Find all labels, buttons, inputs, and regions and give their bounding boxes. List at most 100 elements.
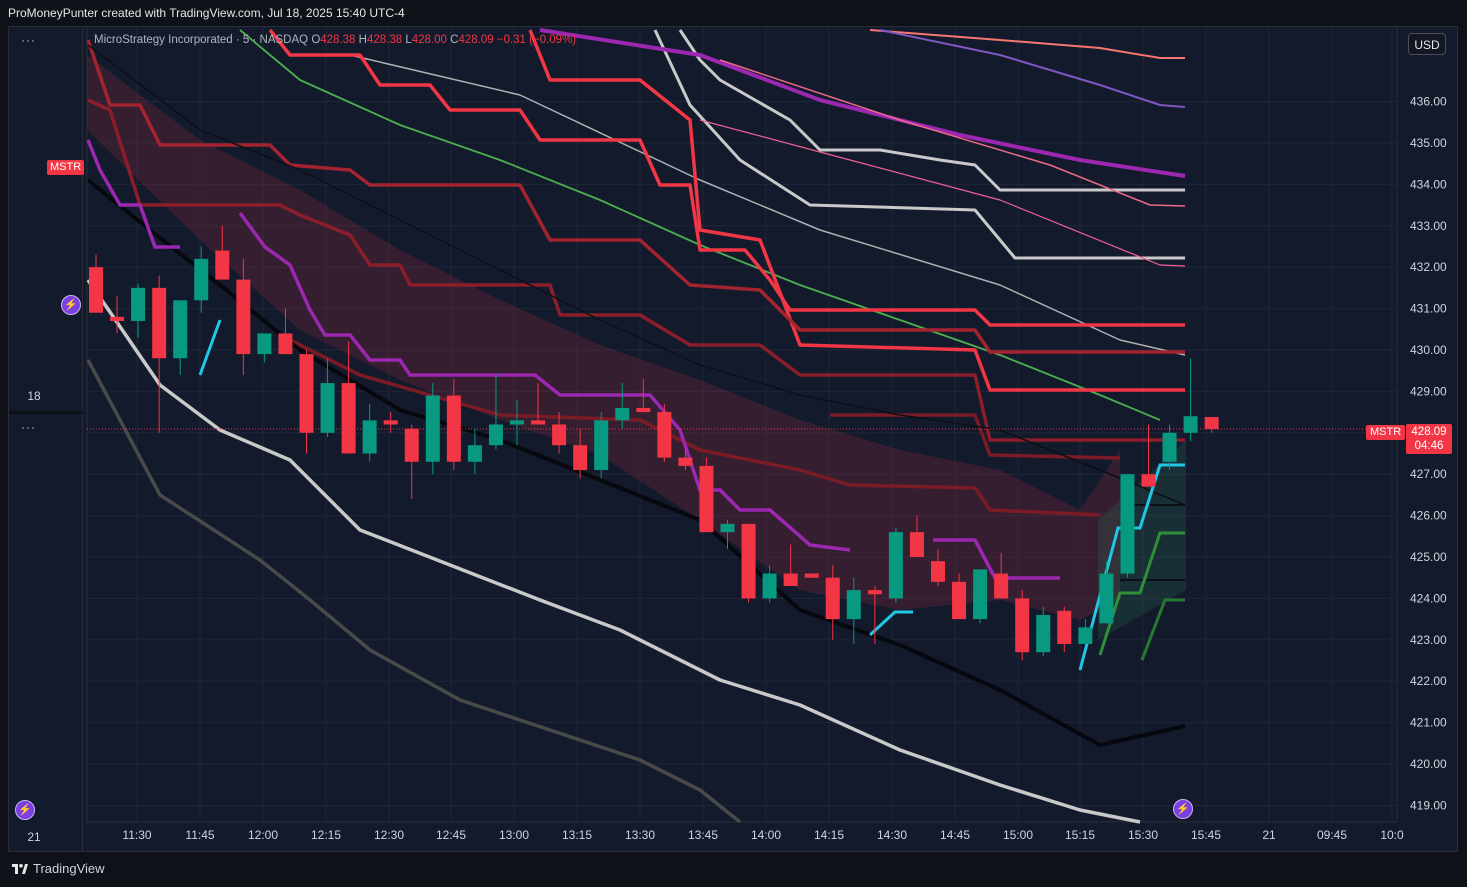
silver-band-mid bbox=[653, 29, 1185, 260]
lightning-icon[interactable]: ⚡ bbox=[1173, 799, 1193, 819]
lightning-icon[interactable]: ⚡ bbox=[61, 295, 81, 315]
candle-body bbox=[1204, 417, 1219, 430]
time-axis-label: 10:0 bbox=[1380, 828, 1404, 842]
silver-thin-line bbox=[349, 54, 1186, 356]
candle-body bbox=[1141, 474, 1156, 487]
price-axis-label: 432.00 bbox=[1410, 260, 1447, 274]
candle-body bbox=[804, 573, 819, 578]
side-panel-count: 18 bbox=[27, 389, 41, 403]
candle-body bbox=[1183, 416, 1198, 433]
candle-body bbox=[341, 383, 356, 454]
salmon-top-line bbox=[869, 29, 1185, 59]
candle-body bbox=[1015, 598, 1030, 653]
candle-body bbox=[362, 420, 377, 454]
purple-trail-line bbox=[86, 139, 180, 249]
candle-body bbox=[173, 300, 188, 359]
silver-band-lower bbox=[86, 279, 1141, 824]
price-axis-label: 430.00 bbox=[1410, 343, 1447, 357]
red-step-line-2 bbox=[528, 29, 1185, 392]
tradingview-logo[interactable]: TradingView bbox=[12, 861, 105, 876]
candle-body bbox=[1120, 474, 1135, 574]
price-axis-label: 422.00 bbox=[1410, 674, 1447, 688]
brand-name: TradingView bbox=[33, 861, 105, 876]
candle-body bbox=[278, 333, 293, 355]
last-price-tag: 428.09 04:46 bbox=[1406, 424, 1452, 454]
candle-body bbox=[699, 465, 714, 533]
panel-menu-icon[interactable]: ··· bbox=[21, 420, 36, 434]
cloud-band bbox=[87, 55, 1120, 620]
candle-body bbox=[320, 383, 335, 433]
candle-body bbox=[846, 590, 861, 620]
price-axis-label: 424.00 bbox=[1410, 591, 1447, 605]
time-axis-label: 12:15 bbox=[311, 828, 341, 842]
price-axis-label: 436.00 bbox=[1410, 95, 1447, 109]
time-axis-label: 21 bbox=[1262, 828, 1276, 842]
last-price-value: 428.09 bbox=[1411, 426, 1447, 438]
time-axis-label: 15:30 bbox=[1128, 828, 1158, 842]
dark-red-step-line-3 bbox=[279, 333, 1101, 517]
candle-body bbox=[867, 590, 882, 595]
bar-countdown: 04:46 bbox=[1414, 440, 1444, 452]
candle-body bbox=[952, 581, 967, 620]
time-axis-label: 13:45 bbox=[688, 828, 718, 842]
candle-body bbox=[425, 395, 440, 462]
dark-red-step-line-2 bbox=[87, 98, 1185, 442]
candle-body bbox=[741, 523, 756, 599]
time-axis-label: 14:45 bbox=[940, 828, 970, 842]
chart-frame bbox=[8, 26, 1458, 852]
candle-body bbox=[678, 457, 693, 466]
time-axis-label: 15:15 bbox=[1065, 828, 1095, 842]
candle-body bbox=[615, 407, 630, 421]
panel-menu-icon[interactable]: ··· bbox=[21, 33, 36, 47]
price-axis-label: 431.00 bbox=[1410, 302, 1447, 316]
black-line-upper bbox=[87, 44, 1186, 506]
candle-body bbox=[825, 577, 840, 620]
candle-body bbox=[1162, 432, 1177, 462]
time-axis-label: 12:00 bbox=[248, 828, 278, 842]
candle-body bbox=[131, 287, 146, 321]
symbol-description[interactable]: MicroStrategy Incorporated · 5 · NASDAQ bbox=[94, 34, 309, 46]
lightning-icon[interactable]: ⚡ bbox=[15, 800, 35, 820]
currency-button[interactable]: USD bbox=[1408, 33, 1446, 55]
candle-body bbox=[1078, 627, 1093, 644]
candle-body bbox=[994, 573, 1009, 599]
candle-body bbox=[446, 395, 461, 462]
time-axis-label: 14:00 bbox=[751, 828, 781, 842]
side-panel-bottom[interactable]: ··· ⚡ 21 bbox=[9, 414, 83, 851]
price-axis-label: 435.00 bbox=[1410, 136, 1447, 150]
black-line-lower bbox=[86, 178, 1186, 747]
candle-body bbox=[657, 412, 672, 458]
candle-body bbox=[467, 445, 482, 462]
candle-body bbox=[215, 250, 230, 280]
candle-body bbox=[257, 333, 272, 355]
candle-body bbox=[89, 267, 103, 313]
cyan-trail-line bbox=[868, 610, 913, 637]
close-value: 428.09 bbox=[458, 34, 494, 46]
candle-body bbox=[909, 532, 924, 557]
price-axis-label: 434.00 bbox=[1410, 177, 1447, 191]
candle-body bbox=[636, 407, 651, 413]
pink-thin-line bbox=[699, 119, 1186, 267]
cloud-band-green bbox=[1098, 440, 1186, 640]
candle-body bbox=[383, 420, 398, 425]
candle-body bbox=[931, 561, 945, 582]
time-axis-label: 12:30 bbox=[374, 828, 404, 842]
time-axis-label: 14:15 bbox=[814, 828, 844, 842]
candle-body bbox=[194, 258, 209, 301]
side-panel-top[interactable]: ··· MSTR ⚡ 18 bbox=[9, 27, 85, 411]
candle-body bbox=[594, 420, 609, 471]
price-axis-label: 426.00 bbox=[1410, 509, 1447, 523]
low-value: 428.00 bbox=[411, 34, 447, 46]
time-axis-label: 13:15 bbox=[562, 828, 592, 842]
violet-top-line bbox=[879, 29, 1186, 108]
time-axis-label: 15:45 bbox=[1191, 828, 1221, 842]
candle-body bbox=[510, 420, 524, 425]
panel-divider[interactable] bbox=[9, 411, 83, 414]
candle-body bbox=[152, 287, 167, 359]
candle-body bbox=[488, 424, 503, 446]
tradingview-logo-icon bbox=[12, 863, 28, 874]
time-axis-label: 12:45 bbox=[436, 828, 466, 842]
time-axis-label: 15:00 bbox=[1003, 828, 1033, 842]
last-price-symbol-tag: MSTR bbox=[1366, 425, 1406, 440]
